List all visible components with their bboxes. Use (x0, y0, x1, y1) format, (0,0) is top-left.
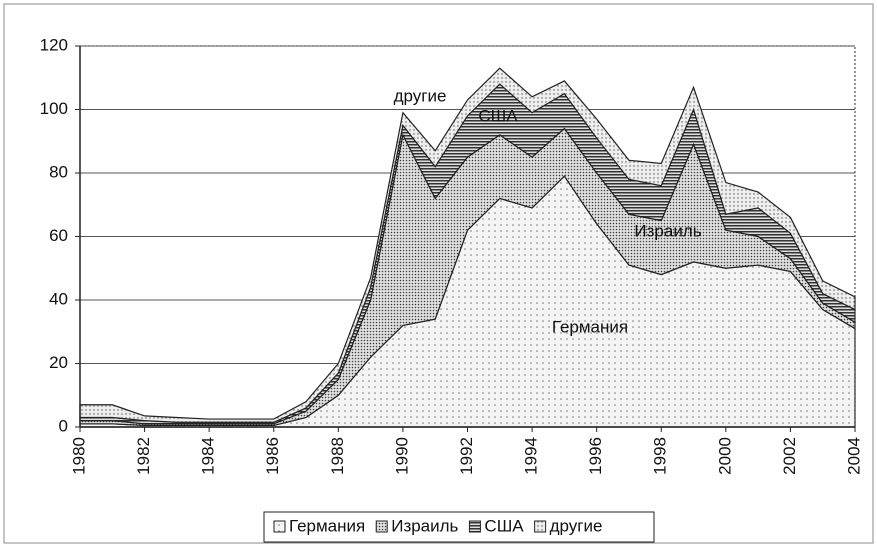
plot-border (80, 45, 856, 427)
legend-swatch (273, 520, 286, 533)
y-tick-label: 20 (49, 353, 68, 372)
legend-label: Израиль (391, 516, 458, 535)
y-tick-label: 0 (59, 416, 68, 435)
annotation: США (478, 106, 518, 125)
legend-label: США (484, 516, 524, 535)
x-tick-label: 1990 (392, 437, 411, 475)
annotation: другие (394, 86, 447, 105)
legend-label: Германия (289, 516, 365, 535)
y-tick-label: 60 (49, 226, 68, 245)
x-tick-label: 1984 (199, 437, 218, 475)
x-tick-label: 1988 (328, 437, 347, 475)
y-tick-label: 120 (40, 35, 68, 54)
annotation: Германия (552, 317, 628, 336)
legend-box (263, 511, 655, 543)
x-tick-label: 1980 (69, 437, 88, 475)
legend-swatch (468, 520, 481, 533)
annotation: Израиль (634, 221, 701, 240)
x-tick-label: 1986 (263, 437, 282, 475)
area (79, 67, 856, 423)
x-tick-label: 1992 (457, 437, 476, 475)
legend-label: другие (550, 516, 603, 535)
x-tick-label: 2000 (715, 437, 734, 475)
y-tick-label: 80 (49, 162, 68, 181)
x-tick-label: 2002 (780, 437, 799, 475)
x-tick-label: 2004 (844, 437, 863, 475)
y-tick-label: 100 (40, 99, 68, 118)
x-tick-label: 1994 (522, 437, 541, 475)
x-tick-label: 1998 (651, 437, 670, 475)
legend-swatch (375, 520, 388, 533)
x-tick-label: 1982 (134, 437, 153, 475)
legend-swatch (534, 520, 547, 533)
y-tick-label: 40 (49, 289, 68, 308)
x-tick-label: 1996 (586, 437, 605, 475)
